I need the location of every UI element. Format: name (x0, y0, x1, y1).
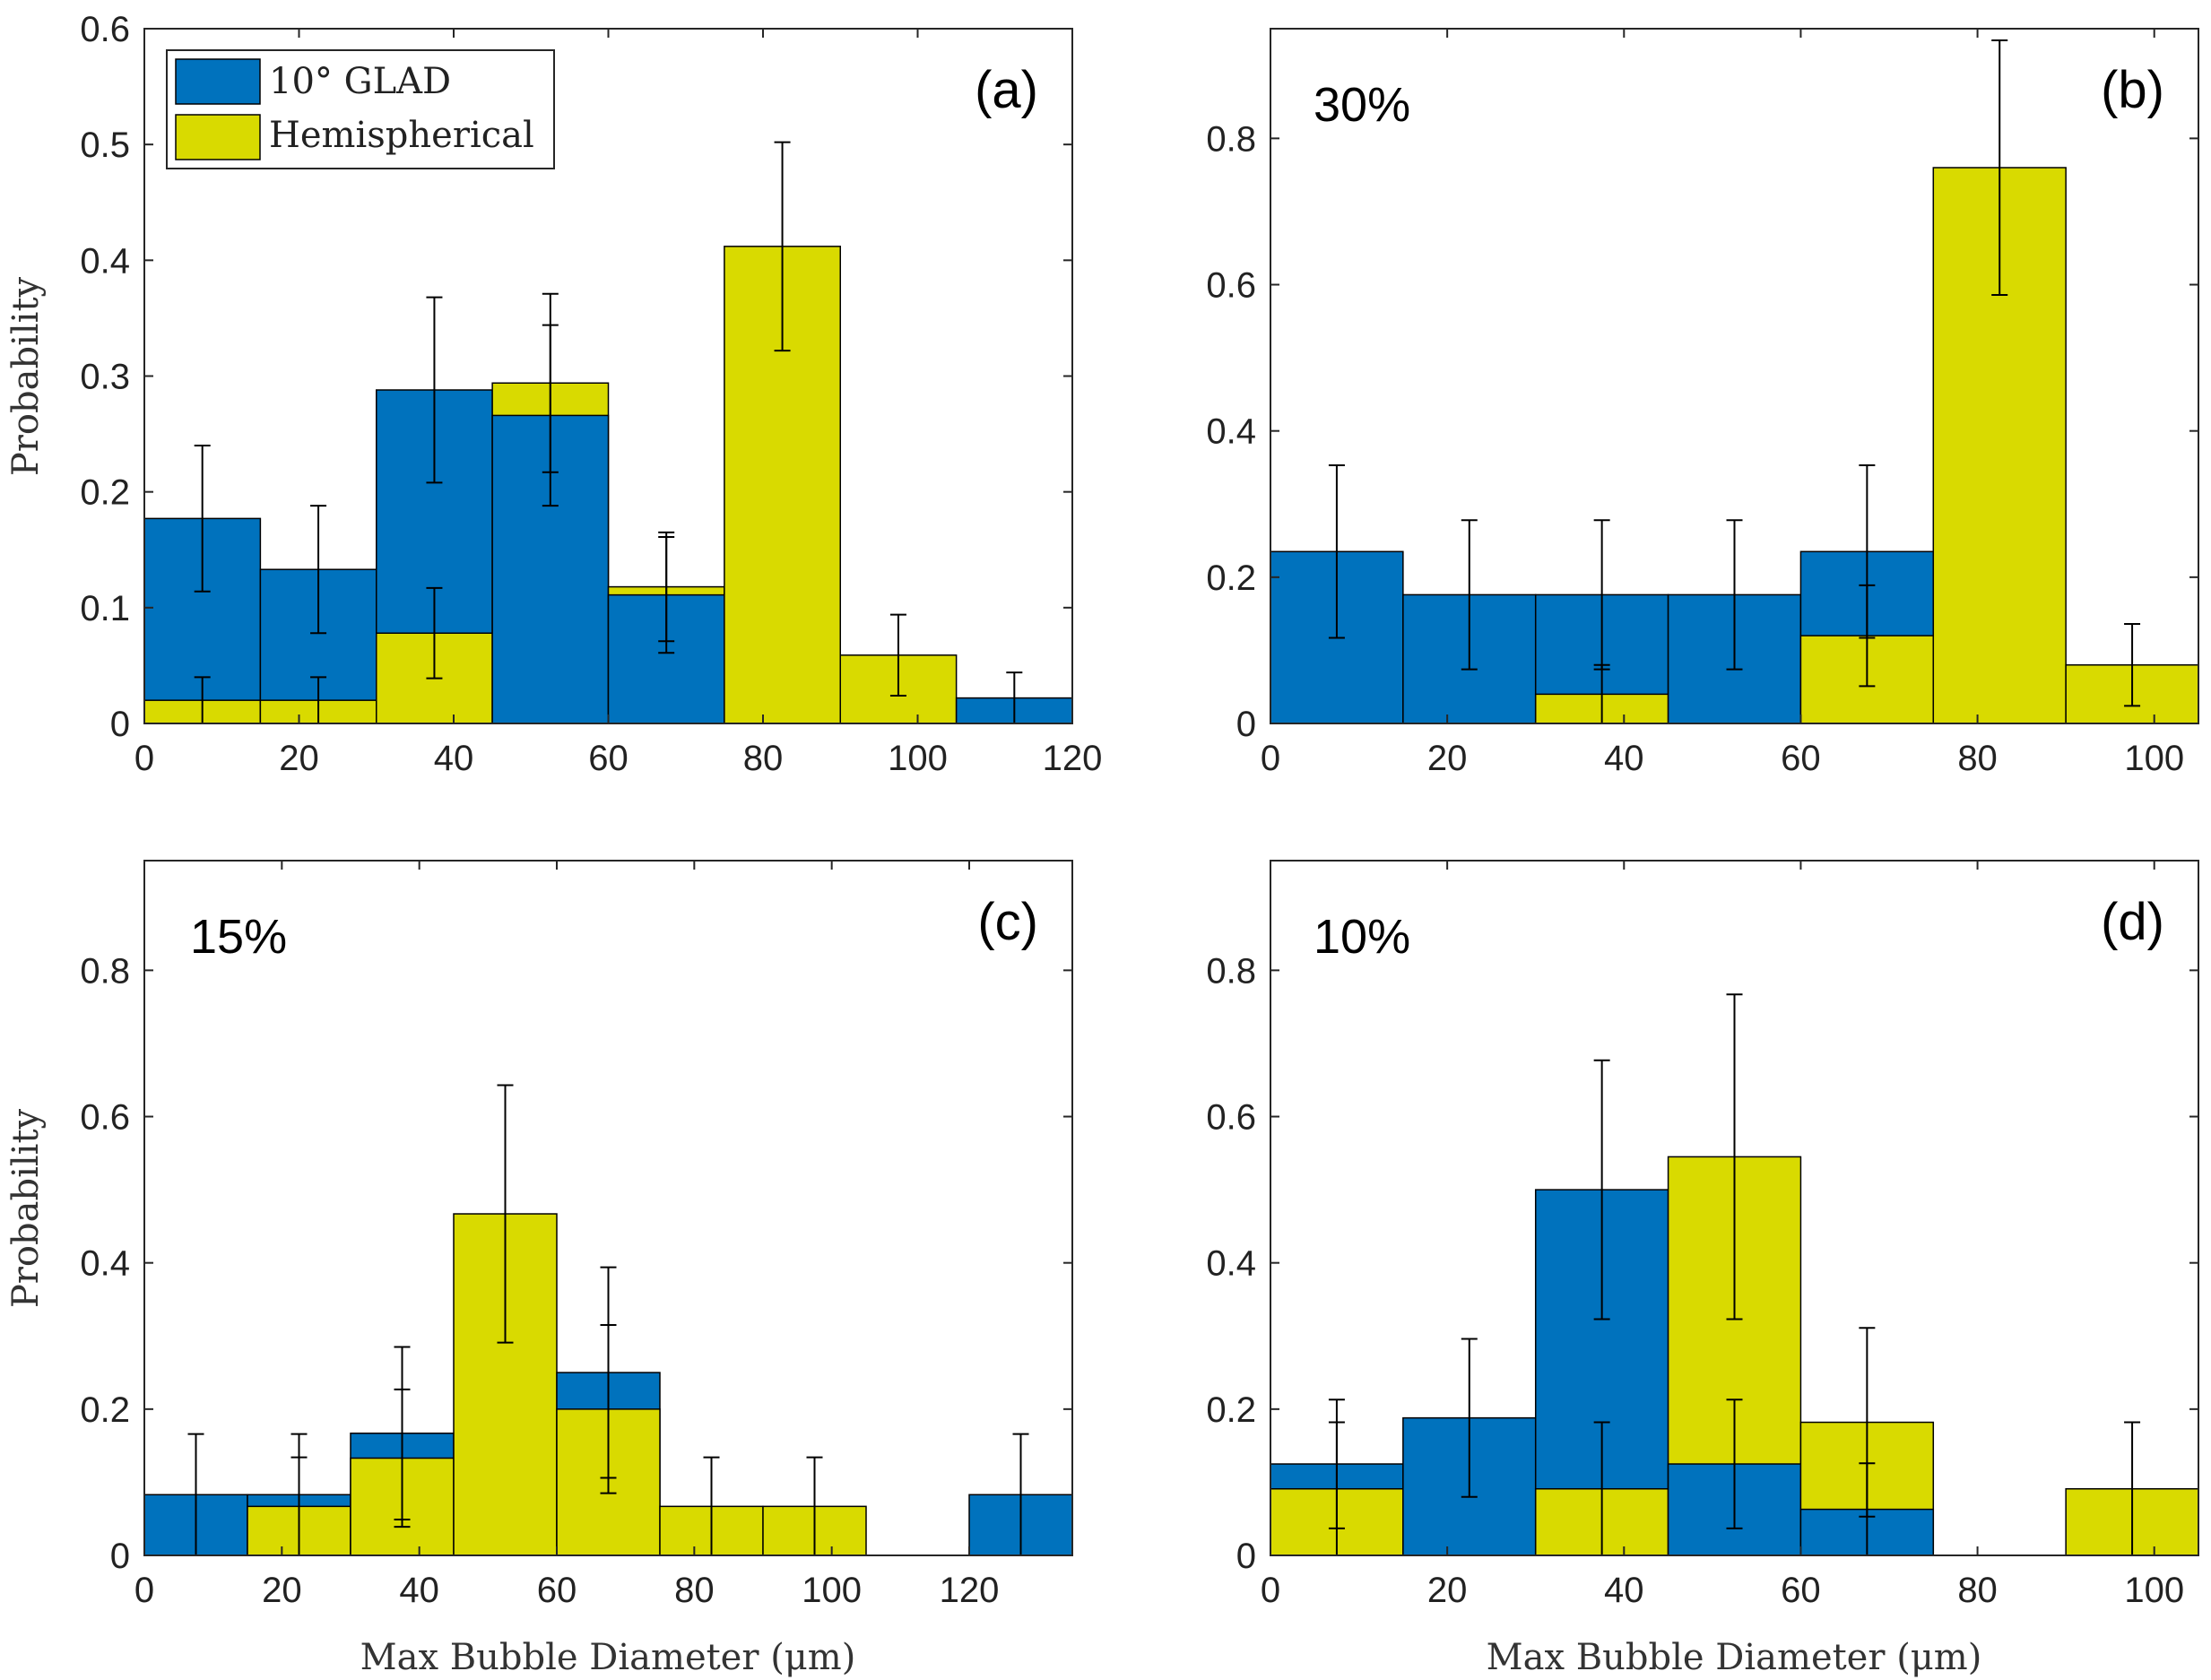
errorbar-glad-0 (1328, 464, 1345, 639)
errorbar-hemispherical-3 (542, 292, 559, 473)
panel-c-xlabel: Max Bubble Diameter (μm) (360, 1637, 856, 1678)
x-tick-label: 20 (1427, 1571, 1468, 1610)
x-tick-label: 100 (2124, 739, 2184, 778)
y-tick-label: 0.2 (1206, 1390, 1256, 1430)
y-tick-label: 0.8 (80, 951, 130, 991)
x-tick-label: 40 (1604, 1571, 1644, 1610)
errorbar-hemispherical-3 (1726, 993, 1743, 1321)
panel-b-label: (b) (2101, 61, 2164, 119)
errorbar-glad-3 (1726, 519, 1743, 671)
x-tick-label: 120 (1043, 739, 1103, 778)
legend-label-hemispherical: Hemispherical (269, 115, 534, 156)
panel-c-label: (c) (977, 893, 1038, 951)
x-tick-label: 20 (262, 1571, 302, 1610)
x-tick-label: 100 (802, 1571, 862, 1610)
errorbar-glad-1 (310, 505, 327, 635)
errorbar-glad-2 (426, 296, 443, 484)
panel-b-annotation: 30% (1314, 78, 1410, 132)
x-tick-label: 120 (940, 1571, 1000, 1610)
errorbar-hemispherical-4 (1859, 1327, 1876, 1518)
panel-a-label: (a) (975, 61, 1038, 119)
x-tick-label: 80 (674, 1571, 715, 1610)
errorbar-glad-1 (1461, 519, 1478, 671)
errorbar-hemispherical-4 (600, 1324, 617, 1494)
y-tick-label: 0.3 (80, 358, 130, 397)
x-tick-label: 0 (1261, 1571, 1280, 1610)
x-tick-label: 60 (537, 1571, 577, 1610)
panel-c: 0 20 40 60 80 100 120 0 0.2 0.4 0.6 0.8 (c) 15% Pro… (5, 860, 1073, 1678)
y-tick-label: 0.6 (1206, 266, 1256, 306)
x-tick-label: 0 (1261, 739, 1280, 778)
errorbar-hemispherical-2 (426, 586, 443, 680)
y-tick-label: 0 (1236, 1537, 1256, 1576)
y-tick-label: 0.8 (1206, 951, 1256, 991)
y-tick-label: 0 (110, 705, 130, 744)
panel-d: 0 20 40 60 80 100 0 0.2 0.4 0.6 0.8 (d) 10% Max Bu… (1206, 860, 2199, 1678)
legend-swatch-hemispherical (175, 114, 261, 160)
errorbar-glad-3 (1726, 1399, 1743, 1529)
y-tick-label: 0.6 (80, 1098, 130, 1138)
y-tick-label: 0.2 (80, 1390, 130, 1430)
x-tick-label: 40 (434, 739, 474, 778)
y-tick-label: 0.4 (1206, 412, 1256, 452)
panel-c-annotation: 15% (190, 910, 287, 964)
y-tick-label: 0.2 (1206, 559, 1256, 598)
panel-c-ylabel: Probability (5, 1108, 47, 1308)
x-tick-label: 80 (743, 739, 784, 778)
panel-d-annotation: 10% (1314, 910, 1410, 964)
y-tick-label: 0.1 (80, 589, 130, 628)
axes-frame (1270, 860, 2199, 1556)
x-tick-label: 60 (1781, 739, 1821, 778)
x-tick-label: 100 (2124, 1571, 2184, 1610)
y-tick-label: 0.8 (1206, 119, 1256, 159)
x-tick-label: 20 (279, 739, 319, 778)
panel-a-ylabel: Probability (5, 276, 47, 476)
errorbar-hemispherical-2 (394, 1388, 411, 1528)
y-tick-label: 0 (110, 1537, 130, 1576)
x-tick-label: 60 (588, 739, 629, 778)
errorbar-hemispherical-3 (497, 1084, 514, 1344)
errorbar-glad-2 (1593, 1059, 1610, 1321)
panel-b: 0 20 40 60 80 100 0 0.2 0.4 0.6 0.8 (b) 30% (1206, 28, 2199, 778)
panel-d-plot: 0 20 40 60 80 100 0 0.2 0.4 0.6 0.8 (1206, 860, 2199, 1610)
panel-d-label: (d) (2101, 893, 2164, 951)
panel-c-plot: 0 20 40 60 80 100 120 0 0.2 0.4 0.6 0.8 (80, 860, 1073, 1610)
x-tick-label: 60 (1781, 1571, 1821, 1610)
errorbar-hemispherical-5 (1991, 39, 2008, 296)
panel-b-plot: 0 20 40 60 80 100 0 0.2 0.4 0.6 0.8 (1206, 28, 2199, 778)
errorbar-hemispherical-6 (889, 613, 906, 697)
errorbar-hemispherical-4 (1859, 584, 1876, 688)
errorbar-hemispherical-6 (2124, 623, 2141, 707)
legend-swatch-glad (175, 58, 261, 105)
x-tick-label: 0 (134, 739, 154, 778)
y-tick-label: 0.4 (80, 241, 130, 281)
axes-frame (143, 860, 1073, 1556)
errorbar-glad-0 (194, 445, 211, 593)
y-tick-label: 0.4 (1206, 1244, 1256, 1284)
x-tick-label: 100 (888, 739, 948, 778)
errorbar-glad-1 (1461, 1338, 1478, 1498)
x-tick-label: 40 (399, 1571, 439, 1610)
axes-frame (1270, 28, 2199, 724)
y-tick-label: 0.6 (1206, 1098, 1256, 1138)
y-tick-label: 0.4 (80, 1244, 130, 1284)
y-tick-label: 0.2 (80, 473, 130, 513)
x-tick-label: 20 (1427, 739, 1468, 778)
x-tick-label: 80 (1957, 1571, 1998, 1610)
x-tick-label: 40 (1604, 739, 1644, 778)
y-tick-label: 0.5 (80, 126, 130, 165)
errorbar-hemispherical-5 (774, 141, 791, 352)
errorbar-hemispherical-4 (658, 531, 675, 643)
x-tick-label: 0 (134, 1571, 154, 1610)
legend: 10° GLAD Hemispherical (166, 49, 555, 169)
y-tick-label: 0 (1236, 705, 1256, 744)
panel-d-xlabel: Max Bubble Diameter (μm) (1487, 1637, 1982, 1678)
legend-label-glad: 10° GLAD (269, 61, 451, 102)
x-tick-label: 80 (1957, 739, 1998, 778)
y-tick-label: 0.6 (80, 10, 130, 49)
